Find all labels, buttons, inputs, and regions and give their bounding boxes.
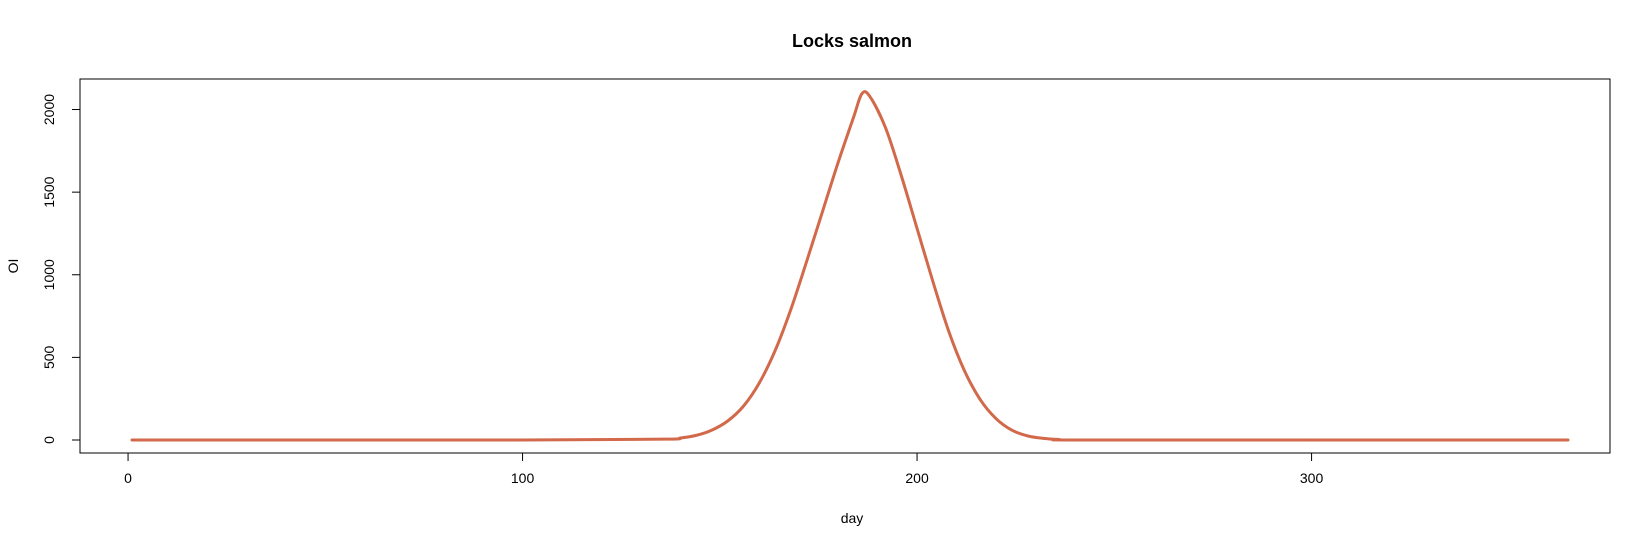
data-point (130, 438, 134, 442)
data-point (694, 434, 698, 437)
data-point (884, 126, 887, 129)
x-axis-label: day (841, 510, 864, 526)
x-tick-label: 100 (511, 470, 535, 486)
x-tick-label: 200 (905, 470, 929, 486)
y-tick-label: 1500 (41, 176, 57, 207)
data-point (1042, 437, 1045, 440)
data-point (1566, 438, 1570, 442)
data-point (852, 114, 856, 118)
data-point (742, 404, 745, 408)
x-tick-label: 0 (124, 470, 132, 486)
y-axis-label: OI (5, 259, 21, 274)
data-point (915, 227, 919, 230)
data-point (978, 398, 982, 401)
data-point (726, 419, 729, 423)
y-tick-label: 500 (41, 345, 57, 369)
y-axis: 0 500 1000 1500 2000 (41, 94, 81, 444)
data-point (663, 437, 666, 441)
data-point (860, 92, 864, 96)
data-point (836, 161, 840, 164)
data-point (521, 438, 524, 442)
chart-title: Locks salmon (792, 31, 912, 51)
x-axis: 0 100 200 300 (124, 452, 1324, 486)
data-point (821, 210, 824, 214)
data-point (994, 417, 998, 420)
data-point (1310, 438, 1313, 442)
data-point (758, 381, 761, 385)
data-point (1057, 438, 1061, 441)
data-point (1026, 434, 1029, 438)
data-point (963, 369, 966, 372)
y-tick-label: 2000 (41, 94, 57, 125)
data-point (1010, 428, 1013, 432)
data-point (931, 280, 935, 283)
series-layer (130, 90, 1570, 442)
data-point (789, 308, 793, 311)
data-point (1073, 438, 1077, 442)
y-tick-label: 0 (41, 436, 57, 444)
plot-frame (79, 78, 1611, 454)
data-point (805, 260, 808, 263)
data-point (679, 436, 682, 440)
series-line (130, 90, 1570, 442)
data-point (710, 428, 714, 432)
y-tick-label: 1000 (41, 259, 57, 290)
data-point (868, 95, 871, 98)
data-point (947, 329, 950, 333)
x-tick-label: 300 (1300, 470, 1324, 486)
data-point (900, 174, 903, 177)
data-point (773, 349, 777, 352)
